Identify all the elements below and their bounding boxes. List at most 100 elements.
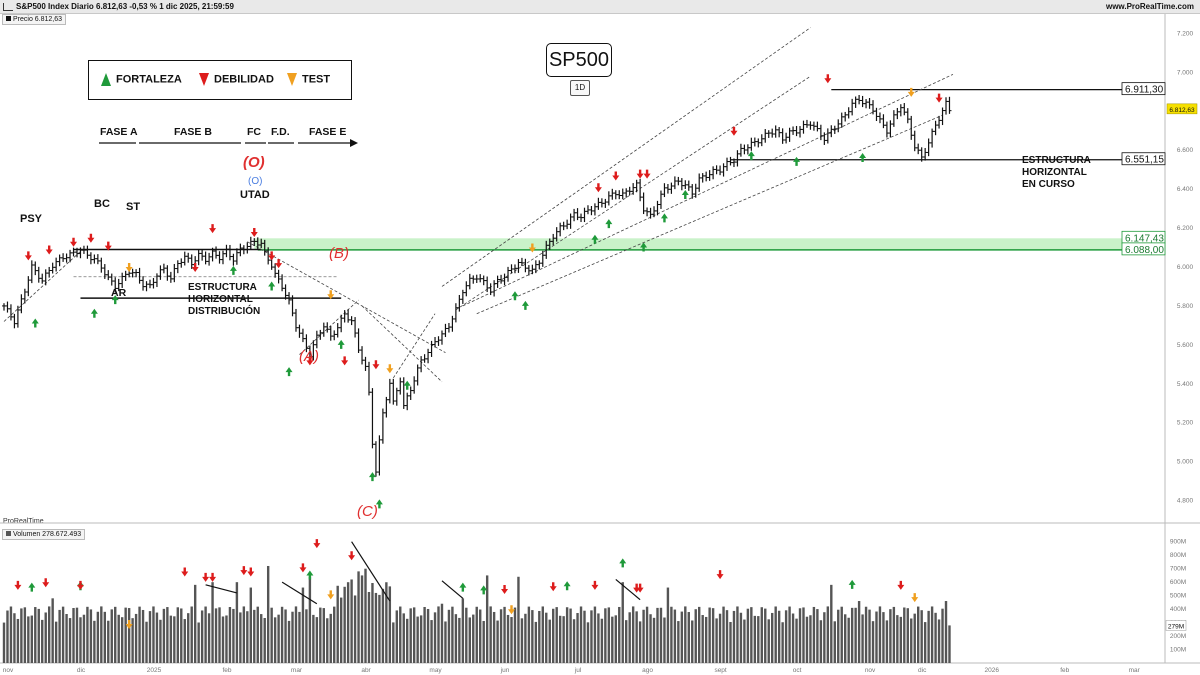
ar-label: AR [111,287,127,299]
volume-bar [287,620,291,663]
volume-bar [159,619,162,663]
volume-bar [482,620,485,663]
weakness-arrow-icon [70,237,78,247]
volume-bar [889,609,892,663]
timeframe-badge[interactable]: 1D [570,80,590,96]
phase-label: FASE B [174,126,212,138]
volume-weakness-arrow-icon [14,580,22,590]
volume-bar [388,586,392,663]
volume-strength-arrow-icon [28,582,36,592]
volume-bar [145,621,148,663]
volume-bar [392,622,395,663]
volume-bar [16,618,20,663]
volume-bar [923,622,927,663]
current-structure-label: ESTRUCTURA [1022,155,1091,166]
distribution-label: ESTRUCTURA [188,282,257,293]
top-bar: S&P500 Index Diario 6.812,63 -0,53 % 1 d… [0,0,1200,14]
weakness-arrow-icon [45,245,53,255]
volume-weakness-arrow-icon [202,572,210,582]
volume-bar [294,606,298,663]
volume-bar [771,612,774,663]
volume-bar [409,608,412,663]
price-tick-label: 6.400 [1177,186,1194,193]
volume-label: Volumen 278.672.493 [2,529,86,540]
volume-bar [426,608,430,663]
weakness-arrow-icon [24,251,32,261]
volume-bar [152,606,155,663]
volume-bar [593,606,597,663]
phase-label: FC [247,126,261,138]
weakness-arrow-icon [372,360,380,370]
x-tick-label: dic [77,667,86,674]
volume-strength-arrow-icon [306,570,314,580]
o-blue-label: (O) [248,176,262,187]
volume-bar [850,607,854,663]
volume-bar [2,622,6,663]
volume-bar [291,611,294,663]
volume-bar [524,613,527,663]
volume-bar [489,606,492,663]
volume-bar [127,608,131,663]
volume-bar [193,584,197,663]
volume-bar [270,607,273,663]
volume-bar [492,611,496,663]
volume-bar [694,609,697,663]
volume-bar [691,620,694,663]
volume-bar [711,608,715,663]
volume-bar [51,598,54,663]
chart-title: S&P500 Index Diario 6.812,63 -0,53 % 1 d… [16,2,234,11]
price-tick-label: 5.400 [1177,381,1194,388]
strength-arrow-icon [368,472,376,482]
volume-bar [141,609,145,663]
test-arrow-icon [386,364,394,374]
volume-bar [346,582,350,663]
x-tick-label: abr [361,667,371,674]
volume-bar [367,591,371,663]
volume-bar [784,610,788,663]
volume-bar [412,607,416,663]
volume-bar [645,606,649,663]
volume-bar [555,607,558,663]
volume-bar [180,608,183,663]
strength-arrow-icon [660,213,668,223]
strength-arrow-icon [605,219,613,229]
volume-test-arrow-icon [125,620,133,630]
strength-arrow-icon [511,291,519,301]
weakness-arrow-icon [643,169,651,179]
level-label: 6.551,15 [1125,155,1164,166]
weakness-arrow-icon [268,251,276,261]
volume-bar [402,613,405,663]
volume-bar [468,617,471,663]
site-link[interactable]: www.ProRealTime.com [1105,2,1194,11]
volume-trend-stroke [615,579,641,601]
strength-arrow-icon [403,380,411,390]
orange-arrow-icon [287,73,297,86]
volume-bar [378,594,381,663]
volume-bar [6,610,9,663]
volume-bar [739,612,743,663]
volume-bar [475,606,478,663]
x-tick-label: mar [291,667,303,674]
trend-line [441,27,811,287]
volume-bar [562,616,565,663]
phase-label: FASE E [309,126,346,138]
strength-arrow-icon [111,295,119,305]
strength-arrow-icon [90,308,98,318]
volume-bar [864,606,868,663]
x-tick-label: 2025 [147,667,162,674]
volume-bar [777,610,781,663]
volume-bar [44,612,47,663]
st-label: ST [126,201,140,213]
volume-bar [941,608,944,663]
volume-bar [625,620,628,663]
volume-bar [458,617,461,663]
volume-bar [155,612,159,663]
volume-bar [75,607,79,663]
volume-bar [114,606,117,663]
volume-bar [830,584,833,663]
price-tick-label: 5.200 [1177,420,1194,427]
volume-bar [774,606,777,663]
volume-bar [211,582,214,663]
volume-test-arrow-icon [508,605,516,615]
